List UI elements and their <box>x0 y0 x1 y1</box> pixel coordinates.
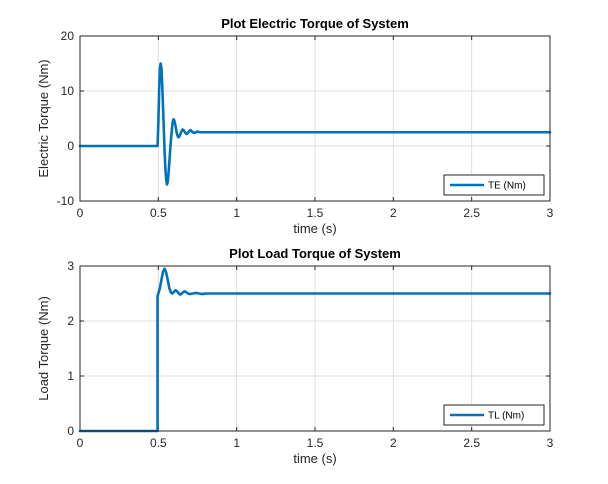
chart2-x-tick-label: 0.5 <box>150 436 167 450</box>
chart1-y-tick-label: 10 <box>61 84 75 98</box>
chart2-x-tick-label: 2 <box>390 436 397 450</box>
chart2-axes: 0 0.5 1 1.5 2 2.5 3 0 1 2 3 Plot Load Torque of Sys… <box>36 246 554 466</box>
chart1-x-tick-label: 2.5 <box>463 206 480 220</box>
chart2-x-tick-label: 3 <box>547 436 554 450</box>
chart2-y-tick-label: 1 <box>67 369 74 383</box>
chart1-legend-box <box>443 174 545 196</box>
chart2-y-tick-label: 3 <box>67 259 74 273</box>
chart1-x-axis-label: time (s) <box>293 221 336 236</box>
chart1-title: Plot Electric Torque of System <box>221 16 409 31</box>
chart2-x-tick-label: 1.5 <box>307 436 324 450</box>
chart1-y-tick-label: 0 <box>67 139 74 153</box>
chart1-series-line <box>78 62 552 186</box>
chart1-x-tick-label: 2 <box>390 206 397 220</box>
chart1-axes-frame <box>79 35 551 202</box>
chart2-x-tick-label: 1 <box>233 436 240 450</box>
chart2-y-axis-label: Load Torque (Nm) <box>36 296 51 401</box>
chart2-legend-box <box>443 404 545 426</box>
chart2-series-line <box>78 267 552 433</box>
chart1-x-tick-label: 1 <box>233 206 240 220</box>
chart2-axes-frame <box>79 265 551 432</box>
chart2-y-tick-label: 2 <box>67 314 74 328</box>
chart1-x-tick-label: 0.5 <box>150 206 167 220</box>
chart2-x-tick-label: 2.5 <box>463 436 480 450</box>
chart1-y-tick-label: -10 <box>57 194 75 208</box>
chart2-x-axis-label: time (s) <box>293 451 336 466</box>
chart1-legend: TE (Nm) <box>443 174 545 196</box>
chart2-x-tick-label: 0 <box>77 436 84 450</box>
chart1-x-tick-label: 0 <box>77 206 84 220</box>
chart1-y-axis-label: Electric Torque (Nm) <box>36 59 51 177</box>
chart2-legend-label: TL (Nm) <box>488 411 524 422</box>
chart2-title: Plot Load Torque of System <box>229 246 401 261</box>
chart2-legend: TL (Nm) <box>443 404 545 426</box>
chart2-y-tick-label: 0 <box>67 424 74 438</box>
chart1-x-tick-label: 1.5 <box>307 206 324 220</box>
chart1-y-tick-label: 20 <box>61 29 75 43</box>
chart1-x-tick-label: 3 <box>547 206 554 220</box>
chart1-legend-label: TE (Nm) <box>488 181 526 192</box>
